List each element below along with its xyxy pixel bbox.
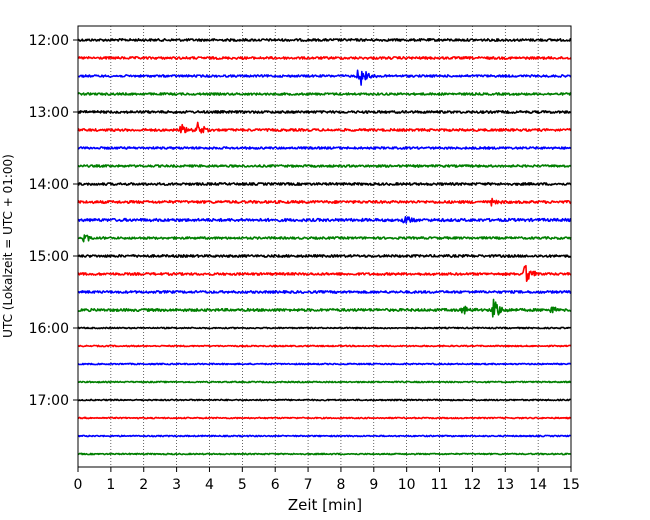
x-tick-label-0: 0 xyxy=(74,477,83,493)
x-tick-label-9: 9 xyxy=(369,477,378,493)
trace-1700 xyxy=(77,398,572,402)
trace-1200 xyxy=(77,38,572,42)
trace-1730 xyxy=(77,434,572,438)
y-tick-label-1300: 13:00 xyxy=(29,105,69,121)
x-tick-label-12: 12 xyxy=(463,477,481,493)
x-tick-label-5: 5 xyxy=(238,477,247,493)
trace-1230 xyxy=(77,69,572,86)
x-tick-label-2: 2 xyxy=(139,477,148,493)
y-tick-label-1500: 15:00 xyxy=(29,249,69,265)
trace-1530 xyxy=(77,290,572,294)
trace-1600 xyxy=(77,326,572,330)
x-tick-label-4: 4 xyxy=(205,477,214,493)
y-axis-label: UTC (Lokalzeit = UTC + 01:00) xyxy=(1,154,15,338)
y-tick-label-1200: 12:00 xyxy=(29,33,69,49)
trace-1615 xyxy=(77,344,572,348)
y-axis-ticks: 12:00 13:00 14:00 15:00 16:00 17:00 xyxy=(29,33,78,409)
plot-frame xyxy=(77,25,572,468)
trace-1500 xyxy=(77,254,572,258)
x-axis-ticks: 0 1 2 3 4 5 6 7 8 9 10 11 12 13 14 15 xyxy=(74,467,580,493)
x-tick-label-13: 13 xyxy=(496,477,514,493)
trace-1630 xyxy=(77,362,572,366)
x-tick-label-8: 8 xyxy=(336,477,345,493)
y-tick-label-1400: 14:00 xyxy=(29,177,69,193)
y-tick-label-1700: 17:00 xyxy=(29,393,69,409)
x-tick-label-15: 15 xyxy=(562,477,580,493)
trace-1515 xyxy=(77,264,572,282)
trace-1745 xyxy=(77,452,572,456)
x-tick-label-7: 7 xyxy=(304,477,313,493)
trace-1330 xyxy=(77,146,572,150)
seismic-traces xyxy=(77,38,572,456)
x-axis-label: Zeit [min] xyxy=(288,496,362,514)
trace-1545 xyxy=(77,298,572,318)
trace-1645 xyxy=(77,380,572,384)
trace-1445 xyxy=(77,234,572,243)
x-tick-label-1: 1 xyxy=(106,477,115,493)
trace-1315 xyxy=(77,121,572,134)
trace-1430 xyxy=(77,215,572,224)
trace-1715 xyxy=(77,416,572,420)
trace-1345 xyxy=(77,164,572,168)
trace-1245 xyxy=(77,92,572,96)
trace-1215 xyxy=(77,56,572,60)
x-tick-label-6: 6 xyxy=(271,477,280,493)
trace-1300 xyxy=(77,110,572,114)
x-tick-label-11: 11 xyxy=(431,477,449,493)
x-tick-label-3: 3 xyxy=(172,477,181,493)
x-tick-label-10: 10 xyxy=(398,477,416,493)
trace-1415 xyxy=(77,197,572,207)
trace-1400 xyxy=(77,182,572,186)
x-tick-label-14: 14 xyxy=(529,477,547,493)
y-tick-label-1600: 16:00 xyxy=(29,321,69,337)
